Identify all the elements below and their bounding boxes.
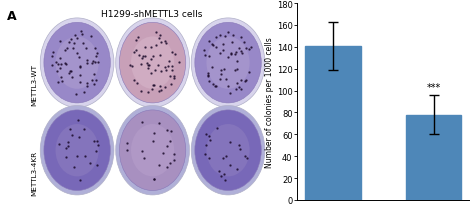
Ellipse shape bbox=[119, 23, 186, 103]
Bar bbox=[305, 47, 361, 200]
Y-axis label: Number of colonies per 1000 cells: Number of colonies per 1000 cells bbox=[265, 37, 274, 167]
Text: ***: *** bbox=[427, 82, 441, 92]
Ellipse shape bbox=[44, 23, 110, 103]
Text: METTL3-WT: METTL3-WT bbox=[31, 63, 37, 105]
Bar bbox=[406, 115, 462, 200]
Ellipse shape bbox=[40, 106, 114, 195]
Ellipse shape bbox=[44, 110, 110, 191]
Text: H1299-shMETTL3 cells: H1299-shMETTL3 cells bbox=[100, 10, 202, 19]
Text: A: A bbox=[8, 10, 17, 23]
Ellipse shape bbox=[131, 124, 174, 176]
Ellipse shape bbox=[195, 23, 261, 103]
Ellipse shape bbox=[191, 106, 265, 195]
Ellipse shape bbox=[119, 110, 186, 191]
Text: METTL3-4KR: METTL3-4KR bbox=[31, 151, 37, 195]
Ellipse shape bbox=[131, 37, 174, 89]
Ellipse shape bbox=[207, 37, 250, 89]
Ellipse shape bbox=[55, 124, 99, 176]
Ellipse shape bbox=[191, 19, 265, 108]
Ellipse shape bbox=[195, 110, 261, 191]
Ellipse shape bbox=[207, 124, 250, 176]
Ellipse shape bbox=[116, 19, 190, 108]
Ellipse shape bbox=[40, 19, 114, 108]
Ellipse shape bbox=[116, 106, 190, 195]
Ellipse shape bbox=[55, 37, 99, 89]
